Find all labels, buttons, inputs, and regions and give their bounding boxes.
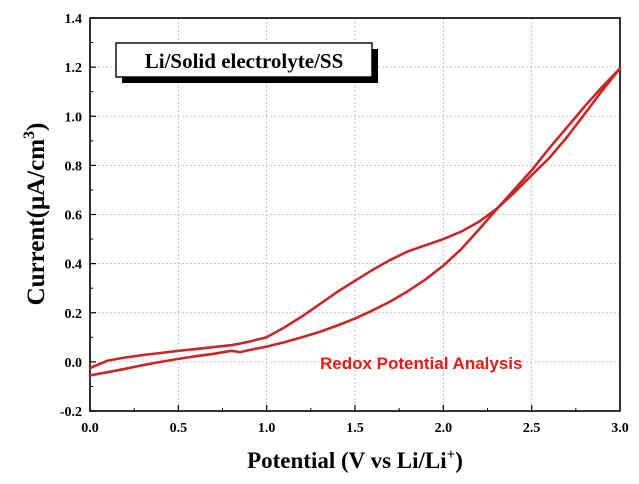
y-tick-label: 1.2 [65, 61, 83, 76]
legend-box: Li/Solid electrolyte/SS [115, 42, 378, 83]
x-tick-label: 1.5 [346, 421, 364, 436]
x-axis-title-main: Potential (V vs Li/Li [247, 448, 447, 473]
annotation-text: Redox Potential Analysis [320, 354, 522, 373]
series-line-reverse-scan [88, 67, 622, 370]
y-axis-title-sup: 3 [21, 131, 38, 139]
x-tick-label: 2.0 [435, 421, 453, 436]
y-axis-title-close: ) [23, 123, 50, 131]
y-tick-label: 0.0 [65, 356, 83, 371]
axis-ticks: 0.0 0.5 1.0 1.5 2.0 2.5 3.0-0.20.00.20.40.60.8… [60, 12, 629, 436]
series-line-forward-scan [88, 67, 622, 377]
series-group [88, 67, 622, 377]
y-tick-label: 0.6 [65, 209, 83, 224]
x-tick-label: 0.5 [170, 421, 188, 436]
x-tick-label: 2.5 [523, 421, 541, 436]
y-tick-label: 0.8 [65, 159, 83, 174]
y-axis-title: Current(μA/cm3) [21, 123, 50, 306]
y-tick-label: 0.2 [65, 307, 83, 322]
y-tick-label: 0.4 [65, 258, 83, 273]
y-tick-label: 1.0 [65, 110, 83, 125]
x-tick-label: 1.0 [258, 421, 276, 436]
legend-frame [115, 42, 373, 78]
y-tick-label: 1.4 [65, 12, 83, 27]
x-tick-label: 3.0 [611, 421, 629, 436]
legend-label: Li/Solid electrolyte/SS [145, 49, 344, 73]
y-tick-label: -0.2 [60, 405, 82, 420]
x-tick-label: 0.0 [81, 421, 99, 436]
x-axis-title-sup: + [447, 447, 456, 463]
x-axis-title: Potential (V vs Li/Li+) [247, 447, 463, 473]
x-axis-title-close: ) [455, 448, 463, 473]
y-axis-title-main: Current(μA/cm [23, 139, 50, 306]
